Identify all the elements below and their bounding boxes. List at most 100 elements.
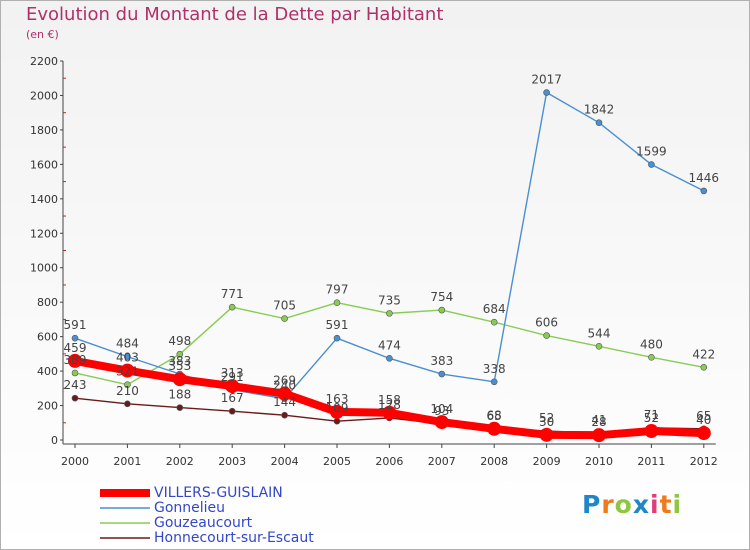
data-point-villers-guislain <box>592 428 606 443</box>
data-label-honnecourt-sur-escaut: 71 <box>644 408 659 422</box>
data-point-villers-guislain <box>120 363 135 378</box>
data-label-gonnelieu: 1599 <box>636 145 667 159</box>
y-tick-label: 1600 <box>30 158 58 171</box>
data-point-villers-guislain <box>68 353 82 368</box>
legend-label-gonnelieu: Gonnelieu <box>154 500 226 516</box>
y-tick-label: 1400 <box>30 193 58 206</box>
data-label-villers-guislain: 163 <box>326 392 349 406</box>
proxiti-logo: Proxiti <box>582 490 682 519</box>
data-label-honnecourt-sur-escaut: 167 <box>221 391 244 405</box>
data-label-honnecourt-sur-escaut: 93 <box>434 404 449 418</box>
series-line-gonnelieu <box>74 91 705 400</box>
data-point-villers-guislain <box>330 404 344 419</box>
y-tick-label: 800 <box>37 296 58 309</box>
data-label-gouzeaucourt: 735 <box>378 293 401 307</box>
y-tick-label: 200 <box>37 400 58 413</box>
data-point-gonnelieu <box>333 334 341 342</box>
data-point-gouzeaucourt <box>176 350 184 358</box>
data-point-villers-guislain <box>696 426 711 441</box>
data-label-gouzeaucourt: 544 <box>588 326 611 340</box>
data-point-gouzeaucourt <box>124 381 131 389</box>
x-tick-label: 2012 <box>690 455 718 468</box>
data-label-villers-guislain: 403 <box>116 351 139 365</box>
data-point-gouzeaucourt <box>386 310 393 317</box>
data-point-villers-guislain <box>487 421 502 436</box>
y-tick-label: 0 <box>51 434 58 447</box>
legend-label-gouzeaucourt: Gouzeaucourt <box>154 515 253 531</box>
data-point-gonnelieu <box>386 355 393 362</box>
data-label-honnecourt-sur-escaut: 144 <box>273 395 296 409</box>
data-point-gonnelieu <box>543 89 550 96</box>
data-label-villers-guislain: 353 <box>168 359 191 373</box>
data-point-honnecourt-sur-escaut <box>124 400 131 408</box>
data-point-villers-guislain <box>172 372 187 387</box>
chart-title: Evolution du Montant de la Dette par Hab… <box>26 4 444 25</box>
data-label-villers-guislain: 40 <box>696 413 711 427</box>
data-label-gouzeaucourt: 705 <box>273 299 296 313</box>
data-point-gonnelieu <box>490 378 498 386</box>
data-point-gouzeaucourt <box>228 303 236 311</box>
data-point-gouzeaucourt <box>333 299 341 306</box>
data-label-gouzeaucourt: 422 <box>692 347 715 361</box>
legend-label-honnecourt-sur-escaut: Honnecourt-sur-Escaut <box>154 530 314 546</box>
data-label-gonnelieu: 484 <box>116 337 139 351</box>
data-label-villers-guislain: 65 <box>487 409 502 423</box>
logo-letter: i <box>672 490 683 519</box>
data-point-villers-guislain <box>382 405 397 420</box>
y-tick-label: 1800 <box>30 124 58 137</box>
data-label-villers-guislain: 269 <box>273 374 296 388</box>
y-tick-label: 2200 <box>30 55 58 68</box>
data-label-gonnelieu: 383 <box>168 354 191 368</box>
data-point-honnecourt-sur-escaut <box>281 411 288 419</box>
logo-letter: i <box>650 490 660 519</box>
data-label-honnecourt-sur-escaut: 128 <box>378 398 401 412</box>
y-tick-label: 1200 <box>30 227 58 240</box>
data-point-gonnelieu <box>595 119 603 126</box>
data-label-gonnelieu: 291 <box>221 370 244 384</box>
data-label-villers-guislain: 52 <box>644 411 659 425</box>
data-label-gouzeaucourt: 321 <box>116 365 139 379</box>
data-point-honnecourt-sur-escaut <box>228 407 236 415</box>
data-label-honnecourt-sur-escaut: 41 <box>591 413 606 427</box>
logo-letter: o <box>614 490 633 519</box>
data-label-gouzeaucourt: 389 <box>64 353 87 367</box>
x-tick-label: 2005 <box>323 455 351 468</box>
logo-letter: r <box>601 490 615 519</box>
data-point-honnecourt-sur-escaut <box>176 404 184 411</box>
data-label-honnecourt-sur-escaut: 52 <box>539 411 554 425</box>
y-tick-label: 600 <box>37 331 58 344</box>
y-tick-label: 400 <box>37 365 58 378</box>
x-tick-label: 2011 <box>637 455 665 468</box>
y-tick-label: 2000 <box>30 89 58 102</box>
data-label-villers-guislain: 313 <box>221 366 244 380</box>
data-label-gouzeaucourt: 771 <box>221 287 244 301</box>
data-point-villers-guislain <box>539 427 554 442</box>
data-point-gouzeaucourt <box>490 318 498 326</box>
data-label-gonnelieu: 240 <box>273 379 296 393</box>
logo-letter: P <box>582 490 602 519</box>
data-point-gouzeaucourt <box>543 332 550 339</box>
y-tick-label: 1000 <box>30 262 58 275</box>
logo-letter: t <box>659 490 673 519</box>
data-label-honnecourt-sur-escaut: 243 <box>64 378 87 392</box>
x-tick-label: 2003 <box>218 455 246 468</box>
data-label-honnecourt-sur-escaut: 65 <box>696 409 711 423</box>
data-label-gonnelieu: 591 <box>326 318 349 332</box>
data-point-gonnelieu <box>700 187 708 195</box>
data-label-gonnelieu: 383 <box>430 354 453 368</box>
data-label-gouzeaucourt: 797 <box>326 283 349 297</box>
data-point-villers-guislain <box>225 379 240 394</box>
data-label-gouzeaucourt: 480 <box>640 337 663 351</box>
data-point-gouzeaucourt <box>595 342 603 350</box>
data-label-villers-guislain: 459 <box>64 341 87 355</box>
data-label-gonnelieu: 2017 <box>531 73 562 87</box>
x-tick-label: 2010 <box>585 455 613 468</box>
data-label-villers-guislain: 30 <box>539 415 554 429</box>
data-point-gouzeaucourt <box>281 315 288 322</box>
data-label-gonnelieu: 591 <box>64 318 87 332</box>
x-tick-label: 2008 <box>480 455 508 468</box>
x-tick-label: 2000 <box>61 455 89 468</box>
data-point-gonnelieu <box>648 161 655 168</box>
